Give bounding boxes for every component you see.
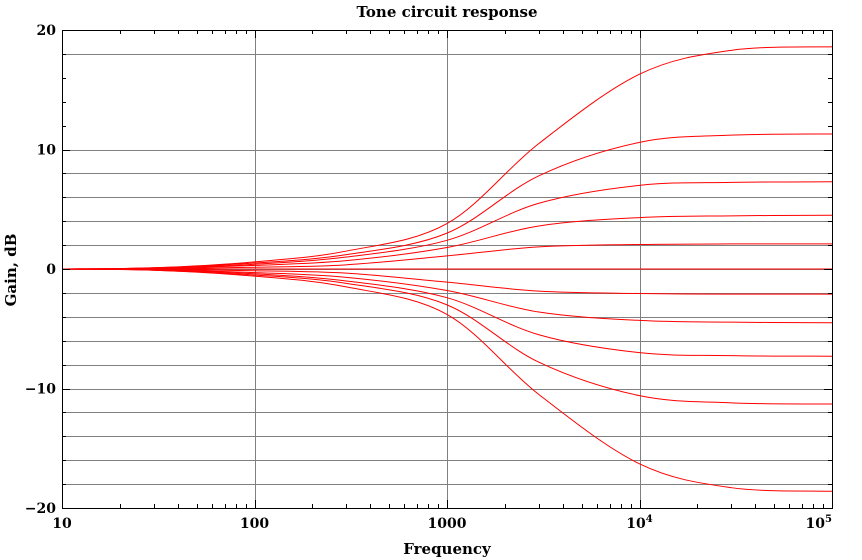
tick-layer (62, 30, 832, 509)
series-line-11 (61, 268, 833, 492)
y-tick-label: −10 (25, 382, 56, 398)
y-tick-label: 0 (46, 262, 56, 278)
y-tick-label: 10 (37, 143, 57, 159)
x-tick-label: 104 (626, 514, 652, 532)
series-layer (61, 46, 833, 492)
y-tick-label: 20 (37, 23, 57, 39)
series-line-7 (61, 268, 833, 295)
y-tick-label: −20 (25, 501, 56, 517)
x-tick-label: 10 (52, 516, 72, 532)
series-line-4 (61, 214, 833, 270)
x-axis-label: Frequency (403, 540, 492, 558)
x-tick-label: 100 (240, 516, 269, 532)
series-line-5 (61, 243, 833, 270)
x-tick-label: 1000 (428, 516, 467, 532)
y-axis-label: Gain, dB (2, 234, 20, 307)
chart-title: Tone circuit response (356, 3, 537, 21)
series-line-2 (61, 133, 833, 270)
x-tick-label: 105 (806, 514, 832, 532)
